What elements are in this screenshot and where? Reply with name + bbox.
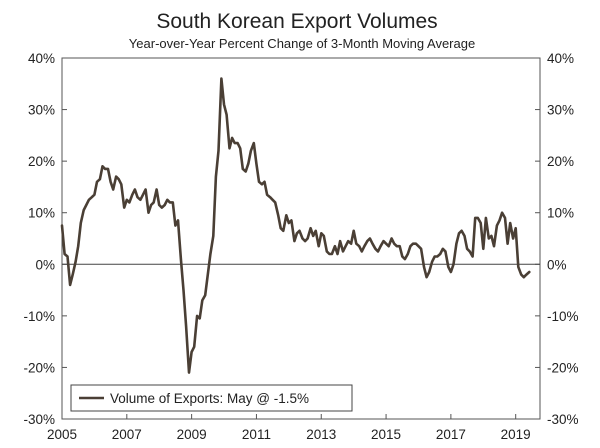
legend-box xyxy=(70,384,353,412)
y-tick-label-right: 40% xyxy=(547,51,574,66)
y-tick-label-left: 30% xyxy=(28,103,55,118)
legend-label: Volume of Exports: May @ -1.5% xyxy=(110,391,309,406)
chart-subtitle: Year-over-Year Percent Change of 3-Month… xyxy=(129,36,475,51)
x-tick-label: 2007 xyxy=(112,427,142,442)
y-tick-label-right: -30% xyxy=(547,412,579,427)
y-tick-label-right: -20% xyxy=(547,360,579,375)
y-axis-right: 40% 30% 20% 10% 0% -10% -20% -30% xyxy=(535,51,579,427)
x-tick-label: 2019 xyxy=(501,427,531,442)
x-tick-label: 2015 xyxy=(371,427,401,442)
y-tick-label-right: 20% xyxy=(547,154,574,169)
legend: Volume of Exports: May @ -1.5% xyxy=(70,384,353,412)
x-tick-label: 2013 xyxy=(306,427,336,442)
x-tick-label: 2005 xyxy=(47,427,77,442)
x-axis: 2005 2007 2009 2011 2013 2015 2017 2019 xyxy=(47,414,531,442)
x-tick-label: 2009 xyxy=(177,427,207,442)
series-line-export-volumes xyxy=(60,77,531,374)
chart-title: South Korean Export Volumes xyxy=(156,10,437,33)
x-tick-label: 2011 xyxy=(242,427,271,442)
y-tick-label-left: 20% xyxy=(28,154,55,169)
y-tick-label-right: 10% xyxy=(547,206,574,221)
y-tick-label-right: 30% xyxy=(547,103,574,118)
y-tick-label-left: 0% xyxy=(35,257,55,272)
y-tick-label-left: -10% xyxy=(23,309,55,324)
y-tick-label-right: -10% xyxy=(547,309,579,324)
y-tick-label-right: 0% xyxy=(547,257,567,272)
y-axis-left: 40% 30% 20% 10% 0% -10% -20% -30% xyxy=(23,51,67,427)
y-tick-label-left: -30% xyxy=(23,412,55,427)
x-tick-label: 2017 xyxy=(436,427,466,442)
y-tick-label-left: 10% xyxy=(28,206,55,221)
y-tick-label-left: -20% xyxy=(23,360,55,375)
plot-area xyxy=(61,57,541,420)
y-tick-label-left: 40% xyxy=(28,51,55,66)
